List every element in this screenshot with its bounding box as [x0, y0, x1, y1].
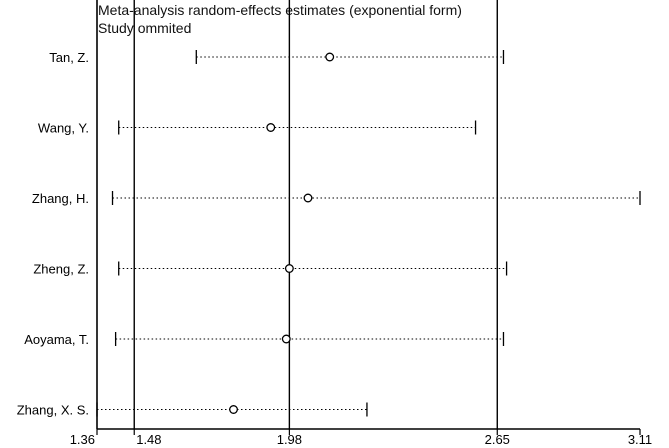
x-axis: 1.36 1.48 1.98 2.65 3.11 [70, 428, 652, 447]
study-row: Tan, Z. [49, 50, 505, 65]
x-tick-label: 3.11 [628, 432, 652, 447]
study-row: Aoyama, T. [24, 332, 505, 347]
study-label: Zhang, X. S. [17, 403, 89, 418]
estimate-point [303, 193, 313, 203]
study-label: Aoyama, T. [24, 332, 89, 347]
x-tick-label: 1.98 [277, 432, 302, 447]
study-label: Zhang, H. [32, 191, 89, 206]
study-row: Zhang, X. S. [17, 402, 368, 418]
estimate-point [229, 405, 238, 414]
study-row: Wang, Y. [38, 120, 477, 136]
estimate-point [266, 123, 276, 132]
study-label: Tan, Z. [49, 50, 89, 65]
x-tick-label: 1.36 [70, 432, 95, 447]
x-tick-label: 1.48 [136, 432, 161, 447]
estimate-point [281, 334, 291, 344]
study-label: Zheng, Z. [33, 262, 89, 277]
study-label: Wang, Y. [38, 121, 89, 136]
reference-lines [96, 0, 498, 429]
estimate-point [284, 264, 294, 273]
study-row: Zhang, H. [32, 191, 641, 206]
study-rows: Tan, Z. Wang, Y. Zhang, H. Zheng, Z. Aoyama,… [17, 50, 641, 418]
estimate-point [325, 52, 335, 62]
study-row: Zheng, Z. [33, 261, 508, 277]
chart-subtitle: Study ommited [98, 20, 192, 36]
x-tick-label: 2.65 [485, 432, 510, 447]
chart-title: Meta-analysis random-effects estimates (… [98, 2, 462, 18]
